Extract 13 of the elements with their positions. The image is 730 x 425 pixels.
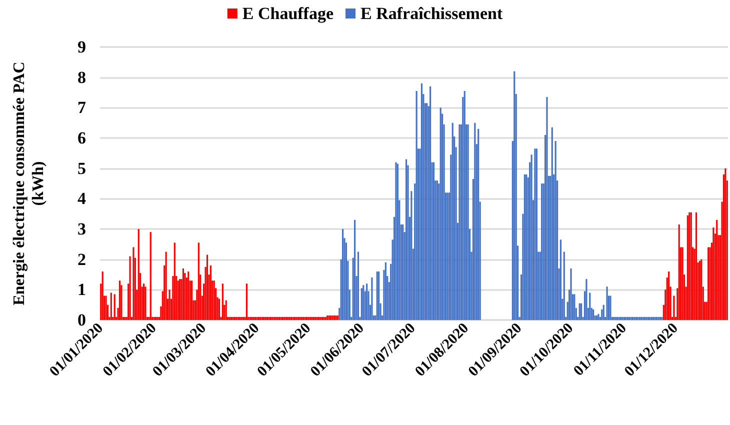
legend-label: E Rafraîchissement [360,4,503,23]
y-tick-label: 7 [78,98,86,118]
y-tick-label: 3 [78,220,86,238]
y-tick-label: 0 [78,310,86,330]
y-tick-label: 2 [78,250,86,269]
y-tick-label: 1 [78,280,86,300]
y-axis-title: Energie électrique consommée PAC (kWh) [11,62,47,306]
legend-label: E Chauffage [242,4,334,23]
y-tick-label: 9 [78,38,86,56]
y-tick-label: 8 [78,68,86,87]
y-tick-label: 5 [78,158,86,178]
y-tick-label: 6 [78,128,86,148]
y-tick-label: 4 [78,189,86,208]
